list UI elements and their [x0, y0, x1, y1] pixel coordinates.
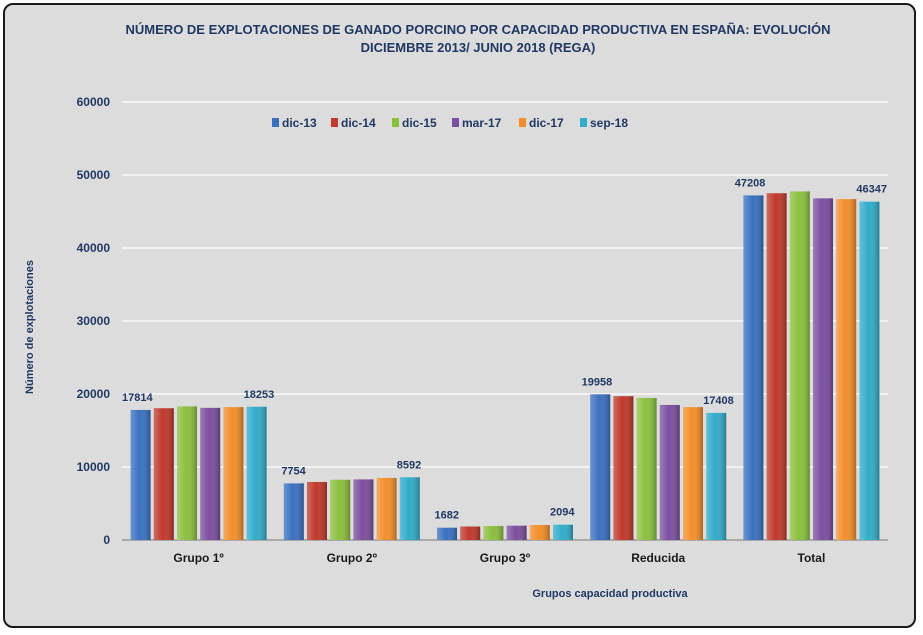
x-axis-categories: Grupo 1º Grupo 2º Grupo 3º Reducida Total: [173, 551, 825, 565]
legend-item-sep-18: sep-18: [580, 116, 628, 130]
data-label: 19958: [582, 376, 613, 388]
chart-title-line-2: DICIEMBRE 2013/ JUNIO 2018 (REGA): [361, 40, 596, 55]
bar-sep-18-2: [553, 524, 573, 540]
bars: [130, 191, 880, 541]
x-category-label: Grupo 2º: [327, 551, 378, 565]
bar-dic-17-4: [836, 199, 857, 540]
legend-swatch: [580, 118, 587, 127]
x-category-label: Reducida: [631, 551, 685, 565]
bar-dic-15-1: [330, 479, 351, 540]
data-label: 2094: [550, 507, 575, 519]
chart-frame: NÚMERO DE EXPLOTACIONES DE GANADO PORCIN…: [3, 3, 916, 628]
x-axis-title: Grupos capacidad productiva: [532, 588, 688, 600]
chart-title-line-1: NÚMERO DE EXPLOTACIONES DE GANADO PORCIN…: [126, 22, 831, 37]
x-category-label: Grupo 1º: [173, 551, 224, 565]
bar-dic-14-1: [307, 481, 327, 540]
legend-label: dic-14: [341, 116, 376, 130]
legend-item-dic-15: dic-15: [392, 116, 437, 130]
legend-label: dic-17: [529, 116, 564, 130]
bar-mar-17-1: [353, 479, 374, 540]
legend-label: dic-15: [402, 116, 437, 130]
bar-dic-13-1: [283, 483, 304, 540]
bar-mar-17-3: [659, 404, 680, 540]
bar-sep-18-0: [246, 406, 267, 540]
data-label: 7754: [281, 465, 306, 477]
data-label: 17814: [122, 392, 153, 404]
bar-mar-17-2: [506, 525, 527, 540]
data-label: 18253: [244, 389, 275, 401]
data-labels: 17814 18253 7754 8592 1682 2094 19958 17408 4720…: [122, 177, 887, 521]
y-tick-label: 60000: [77, 95, 111, 109]
bar-dic-13-0: [130, 409, 151, 540]
legend-label: mar-17: [462, 116, 502, 130]
legend-swatch: [452, 118, 459, 127]
legend-swatch: [519, 118, 526, 127]
bar-sep-18-3: [706, 412, 727, 540]
y-tick-label: 40000: [77, 241, 111, 255]
legend: dic-13 dic-14 dic-15 mar-17 dic-17 sep-18: [272, 116, 628, 130]
bar-dic-17-0: [223, 407, 244, 540]
legend-swatch: [392, 118, 399, 127]
bar-dic-14-2: [460, 526, 481, 540]
y-tick-label: 50000: [77, 168, 111, 182]
legend-label: dic-13: [282, 116, 317, 130]
y-axis-title: Número de explotaciones: [24, 260, 36, 394]
legend-item-mar-17: mar-17: [452, 116, 502, 130]
data-label: 8592: [397, 459, 421, 471]
legend-item-dic-17: dic-17: [519, 116, 564, 130]
bar-chart: NÚMERO DE EXPLOTACIONES DE GANADO PORCIN…: [24, 22, 888, 600]
bar-dic-13-3: [590, 394, 611, 540]
legend-swatch: [272, 118, 279, 127]
y-tick-label: 30000: [77, 314, 111, 328]
bar-dic-17-3: [683, 407, 703, 540]
bar-dic-15-3: [636, 398, 657, 540]
bar-mar-17-0: [200, 407, 221, 540]
x-category-label: Total: [798, 551, 826, 565]
y-axis-ticks: 0 10000 20000 30000 40000 50000 60000: [77, 95, 111, 547]
y-tick-label: 0: [103, 533, 110, 547]
bar-dic-17-2: [529, 525, 550, 540]
data-label: 46347: [856, 184, 887, 196]
bar-dic-14-4: [766, 193, 787, 540]
bar-dic-14-3: [613, 396, 634, 540]
bar-mar-17-4: [813, 198, 833, 541]
legend-item-dic-14: dic-14: [331, 116, 376, 130]
data-label: 1682: [435, 510, 459, 522]
bar-dic-15-4: [789, 191, 810, 541]
legend-item-dic-13: dic-13: [272, 116, 317, 130]
bar-dic-13-2: [437, 527, 457, 540]
legend-swatch: [331, 118, 338, 127]
bar-dic-14-0: [153, 408, 174, 540]
y-tick-label: 20000: [77, 387, 111, 401]
bar-dic-15-2: [483, 525, 504, 540]
bar-dic-17-1: [376, 477, 397, 540]
legend-label: sep-18: [590, 116, 628, 130]
data-label: 17408: [703, 395, 734, 407]
bar-sep-18-4: [859, 201, 880, 540]
bar-dic-15-0: [177, 406, 197, 540]
bar-dic-13-4: [743, 195, 764, 541]
y-tick-label: 10000: [77, 460, 111, 474]
x-category-label: Grupo 3º: [480, 551, 531, 565]
data-label: 47208: [735, 177, 766, 189]
bar-sep-18-1: [399, 477, 420, 540]
